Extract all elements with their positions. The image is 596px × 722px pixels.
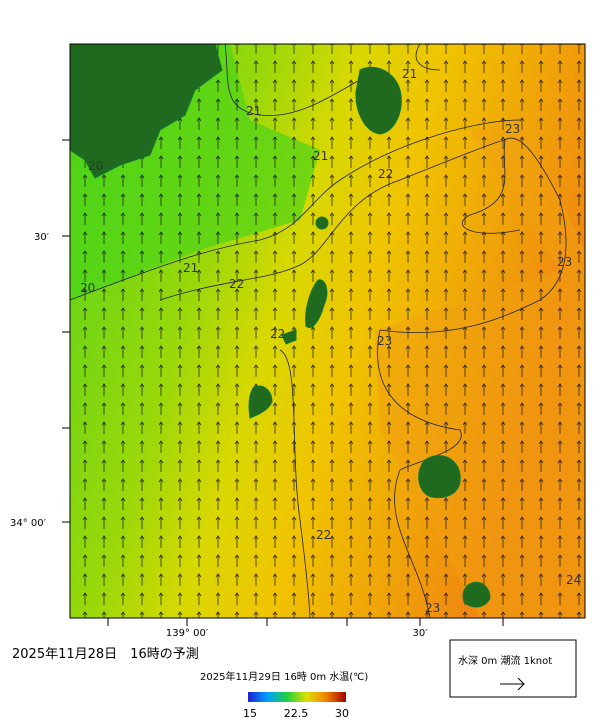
colorbar-tick: 22.5	[284, 707, 309, 720]
legend-arrow	[500, 677, 525, 691]
contour-label: 20	[88, 159, 103, 173]
lat-label: 34° 00′	[10, 518, 47, 529]
colorbar-tick: 15	[243, 707, 257, 720]
colorbar-title: 2025年11月29日 16時 0m 水温(℃)	[200, 670, 368, 683]
islands	[70, 44, 491, 608]
forecast-title: 2025年11月28日 16時の予測	[12, 647, 199, 662]
map-area: 21 21 21 21 20 20 22 22 22 22 23 23 23 2…	[70, 44, 585, 618]
colorbar-tick: 30	[335, 707, 349, 720]
contour-label: 21	[402, 67, 417, 81]
lon-label: 30′	[413, 628, 429, 639]
lon-label: 139° 00′	[166, 628, 209, 639]
contour-label: 22	[270, 327, 285, 341]
contour-label: 23	[557, 255, 572, 269]
legend-title: 水深 0m 潮流 1knot	[458, 654, 552, 667]
contour-label: 23	[425, 601, 440, 615]
contour-label: 22	[316, 528, 331, 542]
contour-label: 23	[505, 122, 520, 136]
contour-label: 22	[378, 167, 393, 181]
contour-label: 21	[313, 149, 328, 163]
graticule-ticks	[62, 139, 504, 626]
colorbar	[248, 692, 346, 702]
contours	[70, 44, 567, 618]
contour-label: 20	[80, 281, 95, 295]
contour-label: 21	[183, 261, 198, 275]
contour-label: 24	[566, 573, 581, 587]
map-frame	[69, 43, 586, 619]
contour-label: 23	[377, 334, 392, 348]
lat-label: 30′	[34, 232, 50, 243]
contour-label: 21	[246, 104, 261, 118]
legend-box	[449, 639, 577, 698]
contour-label: 22	[229, 277, 244, 291]
